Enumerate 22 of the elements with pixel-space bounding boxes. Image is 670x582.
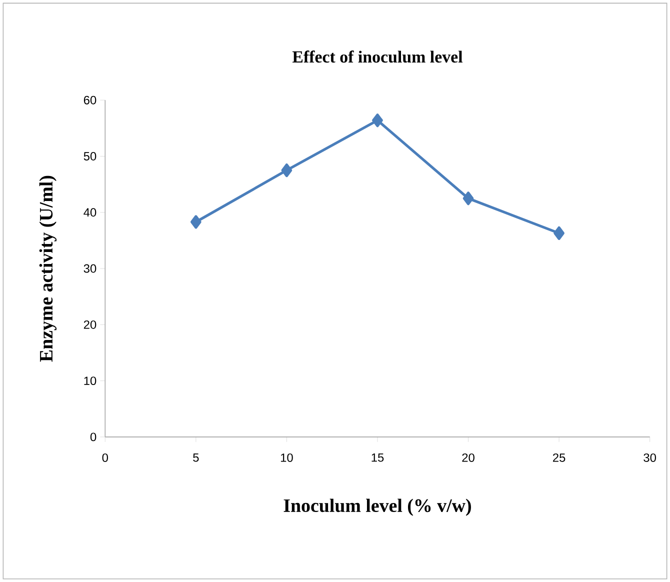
point [372,114,383,128]
x-tick-label: 10 [280,453,293,462]
x-tick-label: 0 [102,453,108,462]
point [462,192,474,206]
x-axis-title: Inoculum level (% v/w) [284,498,471,516]
y-tick-label: 30 [84,264,96,273]
x-tick-label: 5 [193,453,199,462]
x-tick-label: 15 [372,453,384,462]
point [281,163,292,178]
x-tick-label: 20 [462,453,474,462]
y-tick-label: 50 [84,152,96,160]
y-tick-label: 0 [90,432,96,442]
x-tick-label: 30 [644,453,656,462]
y-tick-label: 10 [84,376,96,386]
y-tick-label: 20 [84,320,96,329]
y-tick-label: 60 [84,96,96,104]
point [190,215,202,229]
y-axis-title: Enzyme activity (U/ml) [39,176,57,362]
chart-title: Effect of inoculum level [292,50,463,63]
x-tick-label: 25 [552,453,566,462]
y-tick-label: 40 [84,208,96,217]
point [554,226,564,240]
